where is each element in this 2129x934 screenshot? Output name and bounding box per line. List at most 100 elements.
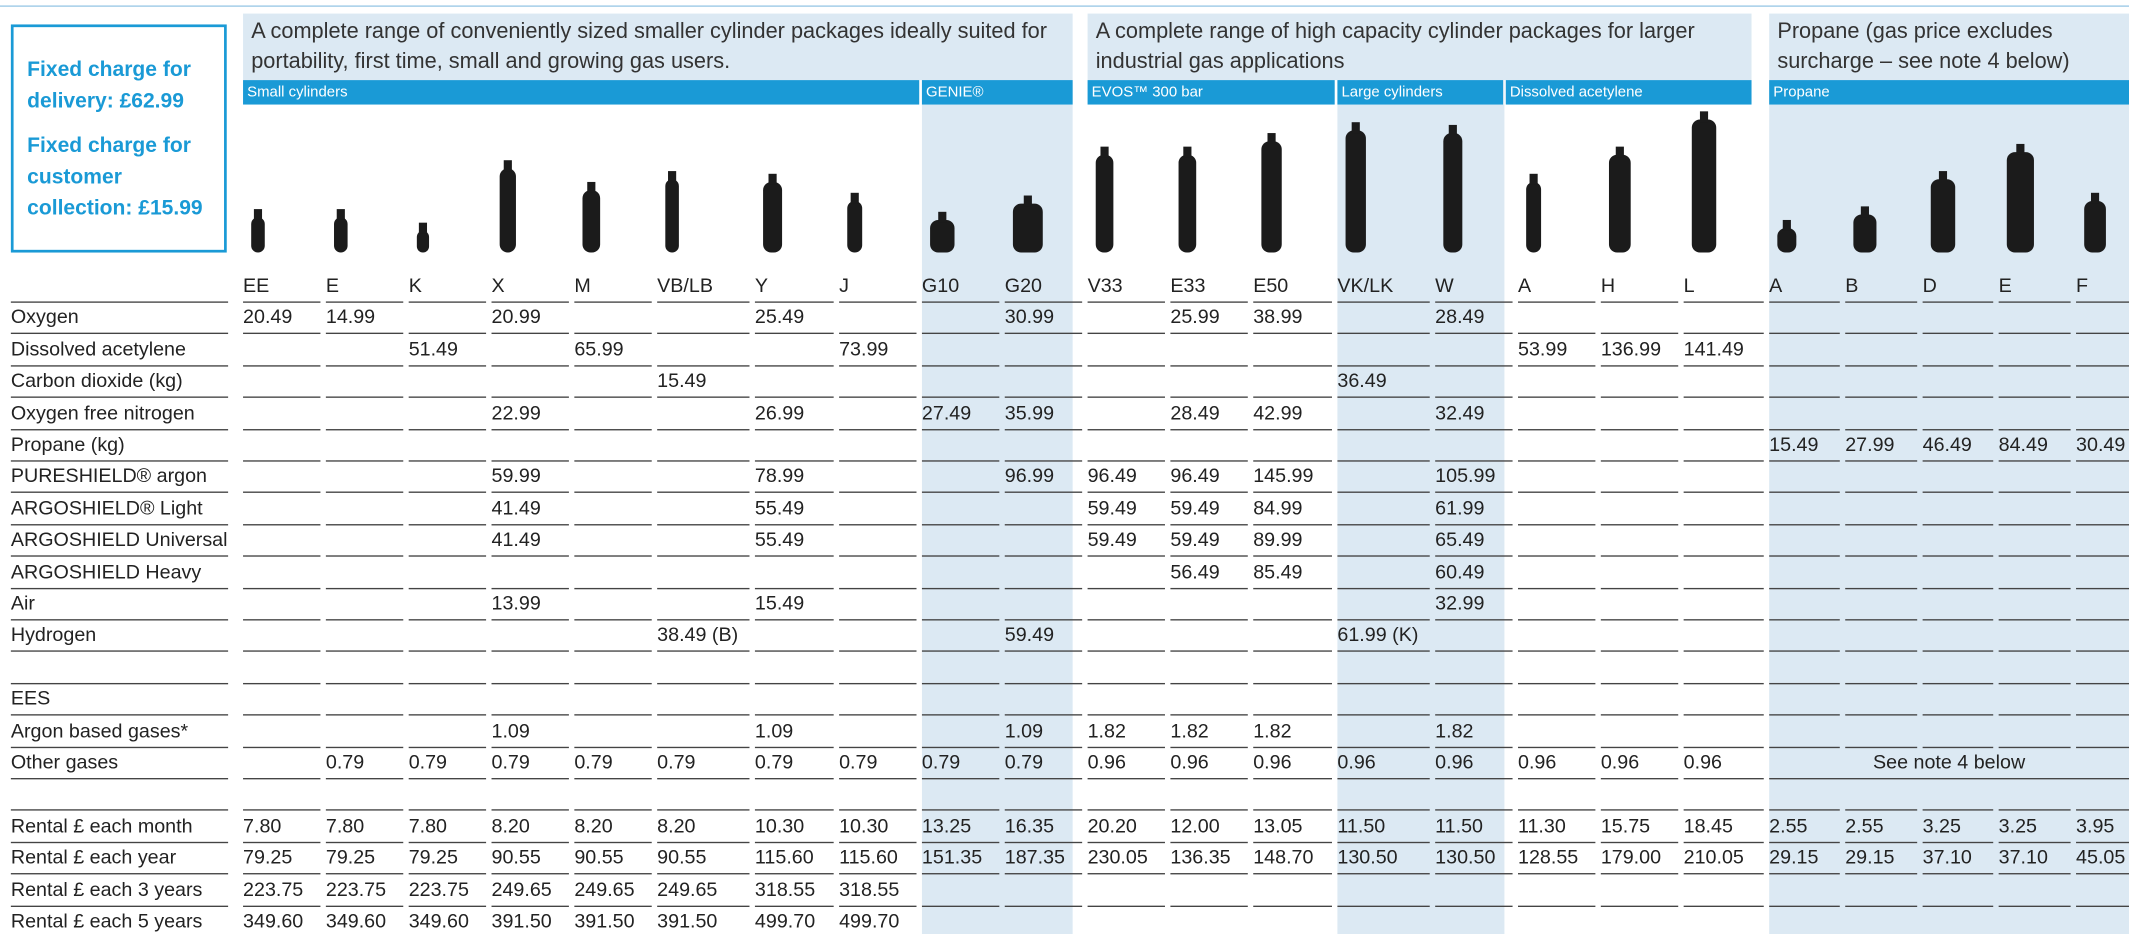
cylinder [930,211,955,253]
price-cell [1998,716,2071,748]
price-cell [1087,621,1165,653]
blank-cell [1170,780,1248,812]
price-cell [1004,685,1083,716]
column-header: EE [243,272,321,303]
blank-cell [1435,653,1513,685]
blank-cell [754,653,834,685]
price-cell: 10.30 [754,812,834,843]
price-cell [325,621,404,653]
price-cell [1683,557,1764,589]
price-cell: 61.99 (K) [1337,621,1430,653]
price-cell [325,526,404,557]
blank-cell [1769,653,1840,685]
price-cell [408,462,487,494]
price-cell [921,430,1000,462]
price-cell [1435,907,1512,934]
column-header: K [408,272,487,303]
row-label: ARGOSHIELD Heavy [10,557,229,589]
price-cell [1600,494,1679,526]
blank-cell [1998,653,2071,685]
blank-cell [1087,653,1165,685]
price-cell: 61.99 [1435,494,1513,526]
column-header: L [1683,272,1764,303]
cylinder [334,209,348,253]
price-cell [1998,494,2071,526]
price-cell [243,462,321,494]
price-cell [574,494,652,526]
price-cell [1998,303,2071,335]
price-cell [1517,589,1596,621]
delivery-charge: Fixed charge for delivery: £62.99 [27,58,191,113]
price-cell [1517,557,1596,589]
price-cell [1337,907,1429,934]
blank-cell [1087,780,1165,812]
price-cell [839,367,917,399]
price-cell [243,494,321,526]
price-cell: 15.75 [1600,812,1679,843]
blank-cell [1600,780,1679,812]
price-cell [1845,494,1918,526]
price-cell [1683,462,1764,494]
price-cell [243,399,321,430]
cylinder [1261,133,1282,253]
price-cell: 0.79 [491,748,569,780]
column-header: VK/LK [1337,272,1430,303]
blank-cell [408,653,487,685]
price-cell [574,557,652,589]
price-cell [1253,875,1332,907]
price-cell: 7.80 [408,812,487,843]
cylinder [1345,122,1366,253]
price-cell: 29.15 [1769,843,1840,875]
row-label: Dissolved acetylene [10,335,229,367]
blank-cell [1253,780,1332,812]
price-cell: 22.99 [491,399,569,430]
price-cell [1337,589,1430,621]
price-cell: 96.49 [1087,462,1165,494]
price-cell: 115.60 [754,843,834,875]
blank-cell [839,653,917,685]
price-cell: 1.09 [491,716,569,748]
price-cell [243,621,321,653]
price-cell [1253,589,1332,621]
price-cell: 38.99 [1253,303,1332,335]
price-cell [1769,716,1840,748]
column-header: Y [754,272,834,303]
price-cell [839,526,917,557]
cylinder [1178,146,1197,253]
blank-cell [1998,780,2071,812]
price-cell: 8.20 [657,812,750,843]
price-cell [1005,907,1082,934]
price-cell: 84.99 [1253,494,1332,526]
blank-cell [1683,780,1764,812]
price-cell [1004,589,1083,621]
price-cell [1769,907,1840,934]
cylinder [1930,171,1956,253]
price-cell [574,367,652,399]
price-cell [1998,335,2071,367]
row-label: Other gases [10,748,229,780]
price-cell [2076,907,2129,934]
price-cell: 0.96 [1517,748,1596,780]
price-cell [1170,430,1248,462]
price-cell [1999,907,2071,934]
price-cell [408,716,487,748]
blank-cell [325,653,404,685]
price-cell [1845,621,1918,653]
price-cell [1337,399,1430,430]
price-cell: 1.82 [1253,716,1332,748]
price-cell [1600,589,1679,621]
price-cell: 148.70 [1253,843,1332,875]
price-cell [243,430,321,462]
price-cell [1600,367,1679,399]
price-cell [1600,557,1679,589]
price-cell [1683,685,1764,716]
price-cell [754,430,834,462]
column-header: M [574,272,652,303]
price-cell [657,494,750,526]
cylinder [1608,146,1631,253]
price-cell [1088,907,1165,934]
price-cell [1253,335,1332,367]
price-cell [1845,526,1918,557]
column-header: E [325,272,404,303]
price-cell [1922,875,1994,907]
